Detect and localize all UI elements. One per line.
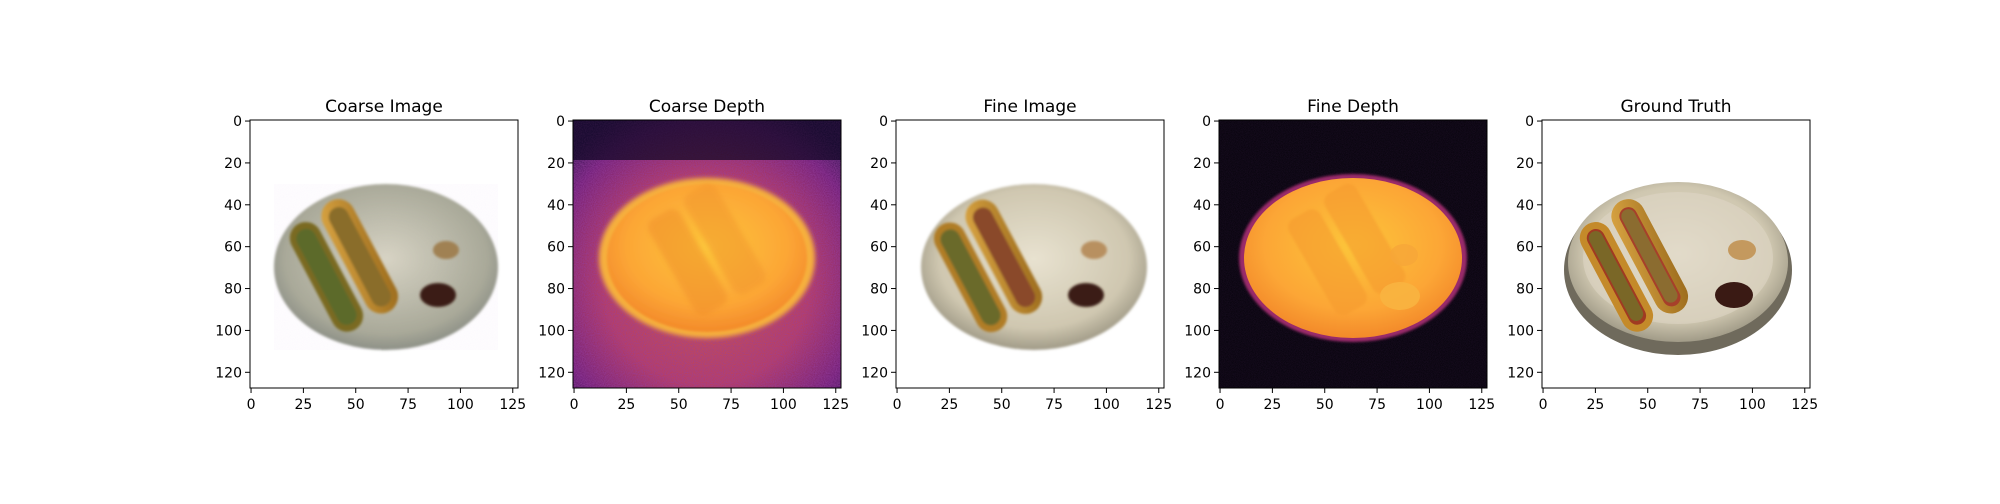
x-tick-label: 75 (1045, 397, 1063, 413)
y-tick-label: 80 (1193, 282, 1211, 298)
y-tick-label: 120 (861, 365, 888, 381)
y-tick-label: 0 (879, 114, 888, 130)
x-tick-label: 100 (447, 397, 474, 413)
y-tick-label: 80 (870, 282, 888, 298)
x-tick-label: 125 (499, 397, 526, 413)
y-tick-label: 120 (215, 365, 242, 381)
y-tick-label: 20 (1193, 156, 1211, 172)
axis-ticks: 0 25 50 75 100 125 0 20 40 60 80 100 120 0 25 50 75 100 12… (215, 114, 1818, 413)
x-tick-label: 0 (247, 397, 256, 413)
y-tick-label: 100 (1184, 323, 1211, 339)
x-tick-label: 25 (294, 397, 312, 413)
panel-coarse-depth: Coarse Depth (572, 97, 842, 389)
y-tick-label: 100 (538, 323, 565, 339)
y-tick-label: 60 (224, 240, 242, 256)
y-tick-label: 40 (870, 198, 888, 214)
image-fine (896, 120, 1164, 388)
panel-title: Ground Truth (1620, 97, 1731, 117)
x-tick-label: 75 (1368, 397, 1386, 413)
x-tick-label: 75 (1691, 397, 1709, 413)
depth-fine (1219, 120, 1487, 388)
y-tick-label: 40 (1516, 198, 1534, 214)
y-tick-label: 0 (1202, 114, 1211, 130)
x-tick-label: 50 (1316, 397, 1334, 413)
y-tick-label: 20 (1516, 156, 1534, 172)
x-tick-label: 125 (822, 397, 849, 413)
x-tick-label: 50 (993, 397, 1011, 413)
y-tick-label: 20 (224, 156, 242, 172)
x-tick-label: 0 (570, 397, 579, 413)
y-tick-label: 80 (547, 282, 565, 298)
panel-fine-image: Fine Image (895, 97, 1165, 389)
x-tick-label: 125 (1145, 397, 1172, 413)
y-tick-label: 0 (1525, 114, 1534, 130)
y-tick-label: 60 (547, 240, 565, 256)
y-tick-label: 20 (547, 156, 565, 172)
x-tick-label: 0 (893, 397, 902, 413)
y-tick-label: 0 (556, 114, 565, 130)
y-tick-label: 20 (870, 156, 888, 172)
y-tick-label: 120 (1507, 365, 1534, 381)
y-tick-label: 120 (538, 365, 565, 381)
panel-coarse-image: Coarse Image (249, 97, 519, 389)
y-tick-label: 100 (861, 323, 888, 339)
x-tick-label: 100 (770, 397, 797, 413)
x-tick-label: 50 (347, 397, 365, 413)
x-tick-label: 0 (1216, 397, 1225, 413)
x-tick-label: 25 (1263, 397, 1281, 413)
x-tick-label: 125 (1791, 397, 1818, 413)
panel-ground-truth: Ground Truth (1541, 97, 1811, 389)
x-tick-label: 50 (670, 397, 688, 413)
depth-coarse (573, 120, 841, 388)
y-tick-label: 40 (224, 198, 242, 214)
panel-title: Fine Depth (1307, 97, 1399, 117)
x-tick-label: 75 (399, 397, 417, 413)
y-tick-label: 80 (224, 282, 242, 298)
image-ground-truth (1542, 120, 1810, 388)
panel-title: Coarse Depth (649, 97, 765, 117)
x-tick-label: 0 (1539, 397, 1548, 413)
y-tick-label: 0 (233, 114, 242, 130)
y-tick-label: 120 (1184, 365, 1211, 381)
panel-title: Fine Image (983, 97, 1076, 117)
x-tick-label: 100 (1416, 397, 1443, 413)
panel-title: Coarse Image (325, 97, 443, 117)
y-tick-label: 40 (547, 198, 565, 214)
x-tick-label: 100 (1093, 397, 1120, 413)
x-tick-label: 100 (1739, 397, 1766, 413)
y-tick-label: 40 (1193, 198, 1211, 214)
x-tick-label: 75 (722, 397, 740, 413)
panel-fine-depth: Fine Depth (1218, 97, 1488, 389)
x-tick-label: 50 (1639, 397, 1657, 413)
x-tick-label: 25 (940, 397, 958, 413)
y-tick-label: 100 (1507, 323, 1534, 339)
image-coarse (250, 120, 518, 388)
y-tick-label: 100 (215, 323, 242, 339)
x-tick-label: 125 (1468, 397, 1495, 413)
x-tick-label: 25 (617, 397, 635, 413)
y-tick-label: 60 (1193, 240, 1211, 256)
y-tick-label: 80 (1516, 282, 1534, 298)
y-tick-label: 60 (870, 240, 888, 256)
x-tick-label: 25 (1586, 397, 1604, 413)
y-tick-label: 60 (1516, 240, 1534, 256)
